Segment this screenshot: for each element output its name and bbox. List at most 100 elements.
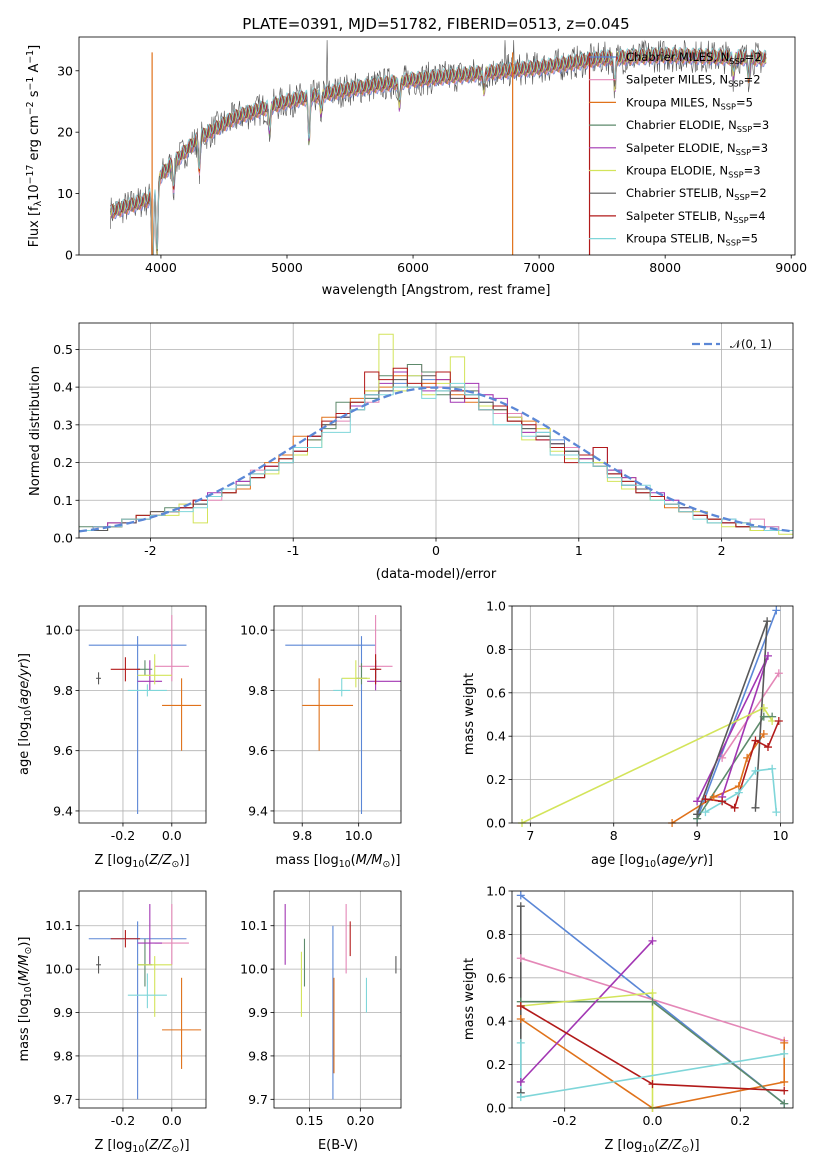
weight-vs-age-point-marker <box>763 743 772 752</box>
weight-vs-age-point-marker <box>751 736 760 745</box>
spectrum-legend-label: Salpeter MILES, NSSP=2 <box>626 73 761 89</box>
spectrum-x-label: wavelength [Angstrom, rest frame] <box>322 283 551 298</box>
weight-vs-age-frame <box>511 605 794 824</box>
residuals-tick-label-x: 0 <box>432 543 440 558</box>
weight-vs-z-point-marker <box>780 1038 789 1047</box>
age-vs-mass-plot-area <box>285 615 401 814</box>
weight-vs-age-point-marker <box>743 753 752 762</box>
weight-vs-age-point-marker <box>693 797 702 806</box>
weight-vs-z-point-marker <box>516 1038 525 1047</box>
spectrum-tick-label-x: 8000 <box>649 260 681 275</box>
weight-vs-z-x-label: Z [log10(Z/Z⊙)] <box>604 1138 699 1155</box>
weight-vs-z-tick-label-x: 0.0 <box>643 1113 663 1128</box>
weight-vs-age-point-marker <box>734 788 743 797</box>
residuals-frame <box>78 322 794 539</box>
weight-vs-age-series-line <box>696 610 778 819</box>
residuals-tick-label-y: 0.5 <box>53 342 73 357</box>
weight-vs-age-point-marker <box>730 803 739 812</box>
weight-vs-age-point-marker <box>709 792 718 801</box>
weight-vs-age-point-marker <box>718 753 727 762</box>
age-vs-mass-tick-label-x: 10.0 <box>345 828 373 843</box>
normal-reference-curve <box>79 386 793 533</box>
weight-vs-age-tick-label-x: 7 <box>526 828 534 843</box>
spectrum-model-line <box>110 46 767 255</box>
age-vs-z-tick-label-y: 9.4 <box>53 803 73 818</box>
residuals-tick-label-x: -2 <box>144 543 156 558</box>
spectrum-legend-label: Chabrier MILES, NSSP=2 <box>626 50 762 66</box>
mass-vs-z-plot-area <box>88 904 202 1100</box>
spectrum-tick-label-y: 10 <box>57 186 73 201</box>
weight-vs-age-tick-label-x: 10 <box>773 828 789 843</box>
residuals-plot-area <box>79 333 793 535</box>
weight-vs-age-tick-label-y: 0.4 <box>486 729 506 744</box>
weight-vs-age-point-marker <box>772 808 781 817</box>
weight-vs-age-x-label: age [log10(age/yr)] <box>591 853 713 870</box>
weight-vs-z-point-marker <box>780 1099 789 1108</box>
residuals-tick-label-y: 0.1 <box>53 493 73 508</box>
weight-vs-age-point-marker <box>751 803 760 812</box>
weight-vs-age-point-marker <box>751 766 760 775</box>
residuals-tick-label-y: 0.2 <box>53 455 73 470</box>
age-vs-z-x-label: Z [log10(Z/Z⊙)] <box>94 853 189 870</box>
weight-vs-z-tick-label-x: 0.2 <box>730 1113 750 1128</box>
weight-vs-z-point-marker <box>648 1080 657 1089</box>
age-vs-mass-frame <box>273 605 402 824</box>
age-vs-mass-tick-label-y: 9.6 <box>248 743 268 758</box>
weight-vs-z-tick-label-x: -0.2 <box>552 1113 576 1128</box>
mass-vs-ebv-tick-label-y: 9.9 <box>248 1005 268 1020</box>
weight-vs-z-series-line <box>520 992 654 1108</box>
age-vs-z-frame <box>78 605 207 824</box>
weight-vs-age-tick-label-x: 8 <box>610 828 618 843</box>
mass-vs-z-tick-label-x: -0.2 <box>111 1113 135 1128</box>
spectrum-tick-label-x: 6000 <box>397 260 429 275</box>
weight-vs-age-point-marker <box>774 669 783 678</box>
mass-vs-ebv-frame <box>273 890 402 1109</box>
weight-vs-age-plot-area <box>521 610 780 823</box>
weight-vs-age-point-marker <box>701 795 710 804</box>
weight-vs-age-point-marker <box>693 810 702 819</box>
mass-vs-z-tick-label-y: 9.8 <box>53 1048 73 1063</box>
residuals-x-label: (data-model)/error <box>376 567 497 582</box>
weight-vs-z-point-marker <box>516 1015 525 1024</box>
residuals-histogram-step <box>79 382 793 531</box>
weight-vs-z-point-marker <box>516 1093 525 1102</box>
age-vs-mass-tick-label-y: 9.8 <box>248 683 268 698</box>
weight-vs-age-tick-label-y: 0.2 <box>486 772 506 787</box>
weight-vs-age-point-marker <box>763 617 772 626</box>
weight-vs-age-tick-label-y: 0.0 <box>486 816 506 831</box>
mass-vs-ebv-tick-label-y: 10.1 <box>240 918 268 933</box>
weight-vs-z-point-marker <box>780 1077 789 1086</box>
weight-vs-age-tick-label-y: 1.0 <box>486 599 506 614</box>
weight-vs-z-tick-label-y: 0.0 <box>486 1101 506 1116</box>
weight-vs-age-point-marker <box>759 712 768 721</box>
weight-vs-age-point-marker <box>701 808 710 817</box>
mass-vs-z-tick-label-y: 10.0 <box>45 962 73 977</box>
weight-vs-z-point-marker <box>780 1049 789 1058</box>
age-vs-mass-x-label: mass [log10(M/M⊙)] <box>276 853 401 870</box>
spectrum-legend-label: Chabrier STELIB, NSSP=2 <box>626 186 767 202</box>
mass-vs-ebv-tick-label-y: 9.8 <box>248 1048 268 1063</box>
age-vs-z-y-label: age [log10(age/yr)] <box>17 653 34 775</box>
weight-vs-age-point-marker <box>759 703 768 712</box>
weight-vs-age-y-label: mass weight <box>462 673 477 755</box>
spectrum-y-label: Flux [fλ10−17 erg cm−2 s−1 A−1] <box>25 45 44 247</box>
weight-vs-z-y-label: mass weight <box>462 958 477 1040</box>
weight-vs-age-point-marker <box>774 717 783 726</box>
weight-vs-z-tick-label-y: 0.2 <box>486 1057 506 1072</box>
weight-vs-age-point-marker <box>718 797 727 806</box>
weight-vs-z-point-marker <box>516 891 525 900</box>
spectrum-plot-area <box>110 39 767 255</box>
age-vs-z-tick-label-y: 10.0 <box>45 623 73 638</box>
weight-vs-z-frame <box>511 890 794 1109</box>
weight-vs-age-series-line <box>696 620 768 815</box>
weight-vs-z-point-marker <box>516 1077 525 1086</box>
weight-vs-age-tick-label-y: 0.8 <box>486 642 506 657</box>
weight-vs-z-tick-label-y: 1.0 <box>486 884 506 899</box>
figure-title: PLATE=0391, MJD=51782, FIBERID=0513, z=0… <box>242 15 629 33</box>
weight-vs-age-tick-label-x: 9 <box>693 828 701 843</box>
mass-vs-ebv-tick-label-x: 0.20 <box>346 1113 374 1128</box>
weight-vs-z-series-line <box>520 940 654 1083</box>
mass-vs-ebv-tick-label-y: 9.7 <box>248 1092 268 1107</box>
weight-vs-z-point-marker <box>648 936 657 945</box>
